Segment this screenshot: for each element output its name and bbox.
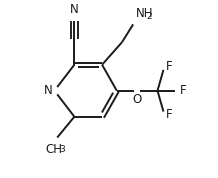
Text: 2: 2 <box>146 12 152 21</box>
Text: F: F <box>166 60 172 73</box>
Text: CH: CH <box>45 143 62 156</box>
Text: N: N <box>70 3 79 16</box>
Text: 3: 3 <box>59 145 65 154</box>
Text: F: F <box>180 84 186 97</box>
Text: O: O <box>132 93 141 106</box>
Text: N: N <box>44 84 52 97</box>
Text: F: F <box>166 108 172 121</box>
Text: NH: NH <box>136 7 153 20</box>
